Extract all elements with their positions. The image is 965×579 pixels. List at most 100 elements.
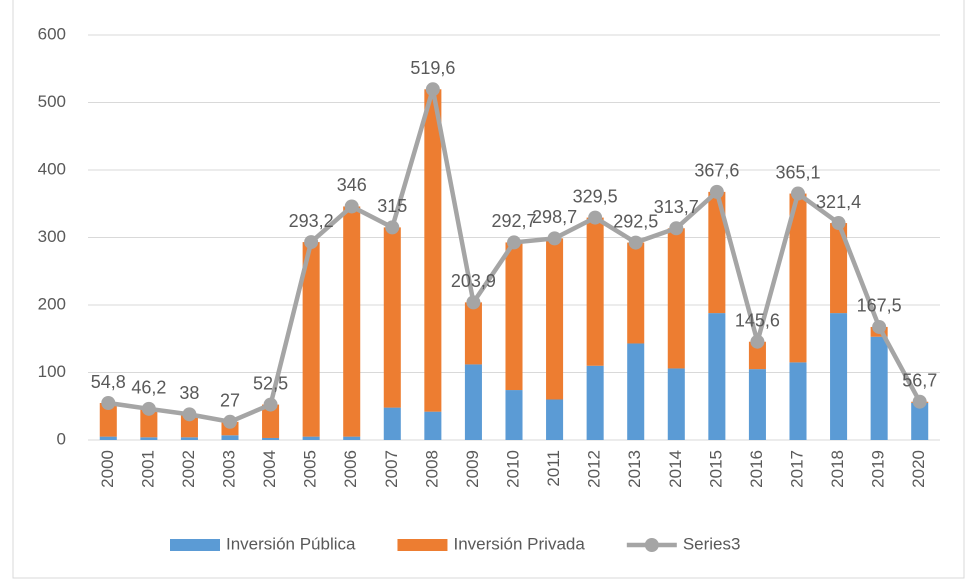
bar <box>911 402 929 440</box>
data-label: 329,5 <box>573 186 618 206</box>
data-label: 293,2 <box>289 211 334 231</box>
legend-swatch <box>170 539 220 551</box>
bar <box>99 403 117 437</box>
data-label: 46,2 <box>131 378 166 398</box>
line-marker <box>141 401 156 416</box>
bar <box>789 193 807 363</box>
data-label: 203,9 <box>451 271 496 291</box>
y-tick-label: 100 <box>38 362 66 381</box>
x-tick-label: 2019 <box>869 450 888 488</box>
line-marker <box>831 216 846 231</box>
bar <box>464 302 482 365</box>
line-marker <box>872 319 887 334</box>
data-label: 54,8 <box>91 372 126 392</box>
bar <box>343 206 361 437</box>
data-label: 365,1 <box>775 162 820 182</box>
x-tick-label: 2015 <box>706 450 725 488</box>
y-tick-label: 0 <box>57 429 66 448</box>
bar <box>830 223 848 314</box>
x-tick-label: 2006 <box>341 450 360 488</box>
line-marker <box>101 396 116 411</box>
line-marker <box>791 186 805 201</box>
x-tick-label: 2008 <box>422 450 441 488</box>
bar <box>424 89 442 412</box>
bar <box>505 390 523 440</box>
data-label: 367,6 <box>694 161 739 181</box>
bar <box>221 435 239 440</box>
bar <box>546 399 564 440</box>
x-tick-label: 2020 <box>909 450 928 488</box>
bar <box>262 437 280 440</box>
x-tick-label: 2014 <box>666 450 685 488</box>
line-marker <box>709 184 724 199</box>
line-marker <box>547 231 562 246</box>
bar <box>748 341 766 370</box>
bar <box>546 238 564 400</box>
bar <box>302 436 320 440</box>
data-label: 346 <box>337 175 367 195</box>
line-marker <box>304 235 319 250</box>
data-label: 38 <box>179 383 199 403</box>
data-label: 321,4 <box>816 192 861 212</box>
bar <box>140 408 158 438</box>
legend-label: Inversión Privada <box>453 534 585 553</box>
x-tick-label: 2016 <box>747 450 766 488</box>
line-marker <box>628 235 643 250</box>
data-label: 315 <box>377 196 407 216</box>
x-tick-label: 2002 <box>179 450 198 488</box>
bar <box>586 217 604 366</box>
bar <box>99 436 117 440</box>
x-tick-label: 2009 <box>463 450 482 488</box>
data-label: 292,5 <box>613 211 658 231</box>
legend-swatch <box>644 538 659 552</box>
data-label: 145,6 <box>735 310 780 330</box>
bar <box>262 404 280 438</box>
line-marker <box>912 394 927 409</box>
bar <box>343 436 361 440</box>
bar <box>464 364 482 440</box>
data-label: 27 <box>220 391 240 411</box>
line-marker <box>344 199 359 214</box>
bar <box>789 362 807 440</box>
line-marker <box>507 235 521 250</box>
data-label: 519,6 <box>410 58 455 78</box>
y-tick-label: 300 <box>38 227 66 246</box>
bar <box>748 369 766 440</box>
line-marker <box>425 82 440 97</box>
data-label: 298,7 <box>532 207 577 227</box>
bar <box>870 336 888 440</box>
legend-label: Inversión Pública <box>226 534 356 553</box>
legend-swatch <box>397 539 448 551</box>
line-marker <box>263 397 278 412</box>
bar <box>627 242 645 344</box>
bar <box>667 228 685 369</box>
bar <box>180 437 198 440</box>
line-marker <box>385 220 400 235</box>
bar <box>708 313 726 440</box>
line-marker <box>182 407 197 422</box>
x-tick-label: 2007 <box>382 450 401 488</box>
y-tick-label: 500 <box>38 92 66 111</box>
x-tick-label: 2000 <box>98 450 117 488</box>
x-tick-label: 2001 <box>138 450 157 488</box>
bar <box>140 437 158 440</box>
x-tick-label: 2017 <box>787 450 806 488</box>
bar <box>180 414 198 438</box>
bar <box>383 227 401 408</box>
line-marker <box>750 334 765 349</box>
legend-label: Series3 <box>683 534 741 553</box>
y-tick-label: 600 <box>38 24 66 43</box>
x-tick-label: 2010 <box>503 450 522 488</box>
data-label: 292,7 <box>491 211 536 231</box>
line-marker <box>466 295 481 310</box>
data-label: 56,7 <box>902 370 937 390</box>
x-tick-label: 2011 <box>544 450 563 487</box>
x-tick-label: 2003 <box>219 450 238 488</box>
y-tick-label: 200 <box>38 294 66 313</box>
bar <box>505 242 523 391</box>
data-label: 52,5 <box>253 373 288 393</box>
bar <box>627 343 645 440</box>
y-tick-label: 400 <box>38 159 66 178</box>
x-tick-label: 2012 <box>585 450 604 488</box>
